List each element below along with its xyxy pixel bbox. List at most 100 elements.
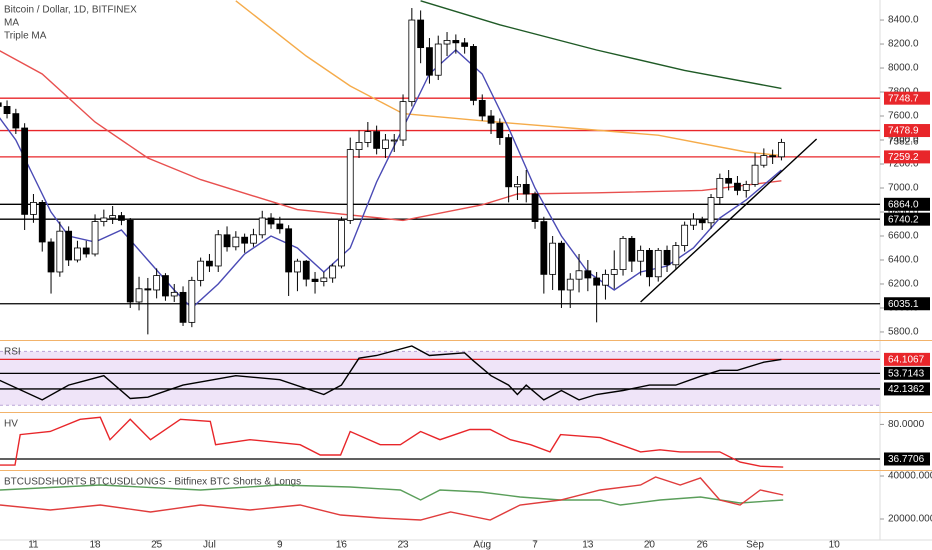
candle-body — [716, 177, 724, 198]
candle-body — [742, 183, 750, 191]
level-label-box — [884, 452, 930, 466]
pane-title: BTCUSDSHORTS BTCUSDLONGS - Bitfinex BTC … — [4, 477, 301, 488]
candle-body — [646, 249, 653, 278]
x-tick-label: 23 — [397, 540, 409, 550]
candle-body — [188, 279, 196, 323]
y-tick-label: 6400.0 — [888, 255, 919, 266]
x-tick-label: 18 — [89, 540, 101, 550]
series-line — [0, 49, 782, 309]
level-label: 7748.7 — [888, 93, 919, 104]
candle-body — [135, 288, 143, 303]
y-tick-label: 7600.0 — [888, 111, 919, 122]
candle-body — [681, 224, 689, 246]
candle-body — [734, 182, 741, 191]
level-label: 7259.2 — [888, 152, 919, 163]
candle-body — [0, 102, 2, 107]
series-line — [640, 138, 818, 303]
candle-body — [285, 228, 293, 273]
level-label: 36.7706 — [888, 454, 925, 465]
candle-body — [100, 217, 108, 222]
candle-body — [197, 260, 205, 281]
y-tick-label: 7400.0 — [888, 135, 919, 146]
candle-body — [250, 234, 257, 244]
y-tick-label: 7000.0 — [888, 183, 919, 194]
candle-body — [223, 234, 231, 248]
y-tick-label: 8200.0 — [888, 39, 919, 50]
candle-body — [426, 47, 433, 76]
x-tick-label: Aug — [473, 540, 491, 550]
candle-body — [452, 40, 460, 44]
candle-body — [602, 273, 609, 286]
series-line — [0, 476, 784, 521]
indicator-label: Triple MA — [4, 31, 47, 42]
candle-body — [294, 260, 301, 273]
candle-body — [725, 177, 733, 184]
candle-body — [663, 249, 671, 266]
candle-body — [690, 218, 697, 226]
y-tick-label: 8000.0 — [888, 63, 919, 74]
pane-title: HV — [4, 419, 18, 430]
candle-body — [637, 249, 645, 262]
x-tick-label: 7 — [532, 540, 538, 550]
candle-body — [610, 269, 618, 275]
candle-body — [382, 139, 389, 149]
level-label-box — [884, 212, 930, 226]
level-label: 6864.0 — [888, 199, 919, 210]
candle-body — [654, 249, 662, 278]
y-tick-label: 6800.0 — [888, 207, 919, 218]
candle-body — [487, 115, 495, 124]
candle-body — [778, 142, 785, 158]
y-tick-label: 8400.0 — [888, 15, 919, 26]
level-label: 53.7143 — [888, 368, 925, 379]
candle-body — [707, 197, 715, 224]
candle-body — [575, 270, 583, 280]
level-label: 6035.1 — [888, 299, 919, 310]
x-tick-label: Jul — [203, 540, 216, 550]
level-label-box — [884, 197, 930, 211]
series-line — [0, 484, 784, 506]
candle-body — [153, 275, 161, 291]
candle-body — [302, 260, 310, 280]
candle-body — [558, 242, 565, 291]
candle-body — [74, 247, 81, 261]
candle-body — [540, 221, 548, 275]
candle-body — [30, 201, 37, 215]
candle-body — [470, 46, 477, 101]
candle-body — [206, 260, 213, 267]
x-tick-label: 13 — [582, 540, 594, 550]
candle-body — [390, 139, 398, 142]
candle-body — [338, 219, 345, 267]
candle-body — [241, 236, 249, 244]
rsi-band — [0, 351, 880, 406]
pane-title: RSI — [4, 347, 21, 358]
candle-body — [65, 230, 73, 261]
candle-body — [628, 237, 636, 262]
level-label-box — [884, 352, 930, 366]
x-tick-label: 26 — [697, 540, 709, 550]
level-label-box — [884, 150, 930, 164]
x-tick-label: 9 — [277, 540, 283, 550]
candle-body — [267, 217, 275, 225]
candle-body — [593, 277, 601, 286]
candle-body — [91, 221, 99, 255]
candle-body — [364, 131, 372, 143]
candle-body — [214, 234, 222, 267]
series-line — [0, 345, 782, 401]
level-label-box — [884, 382, 930, 396]
candle-body — [399, 101, 407, 141]
level-label-box — [884, 297, 930, 311]
level-label-box — [884, 366, 930, 380]
y-tick-label: 6200.0 — [888, 279, 919, 290]
candle-body — [478, 100, 486, 117]
last-price-label: 7382.6 — [888, 137, 919, 148]
candle-body — [619, 237, 627, 270]
candle-body — [12, 113, 20, 129]
level-label-box — [884, 124, 930, 138]
candle-body — [443, 40, 451, 45]
candle-body — [496, 122, 504, 139]
candle-body — [162, 275, 169, 297]
series-line — [420, 0, 782, 90]
candle-body — [232, 236, 240, 248]
level-label: 42.1362 — [888, 384, 925, 395]
